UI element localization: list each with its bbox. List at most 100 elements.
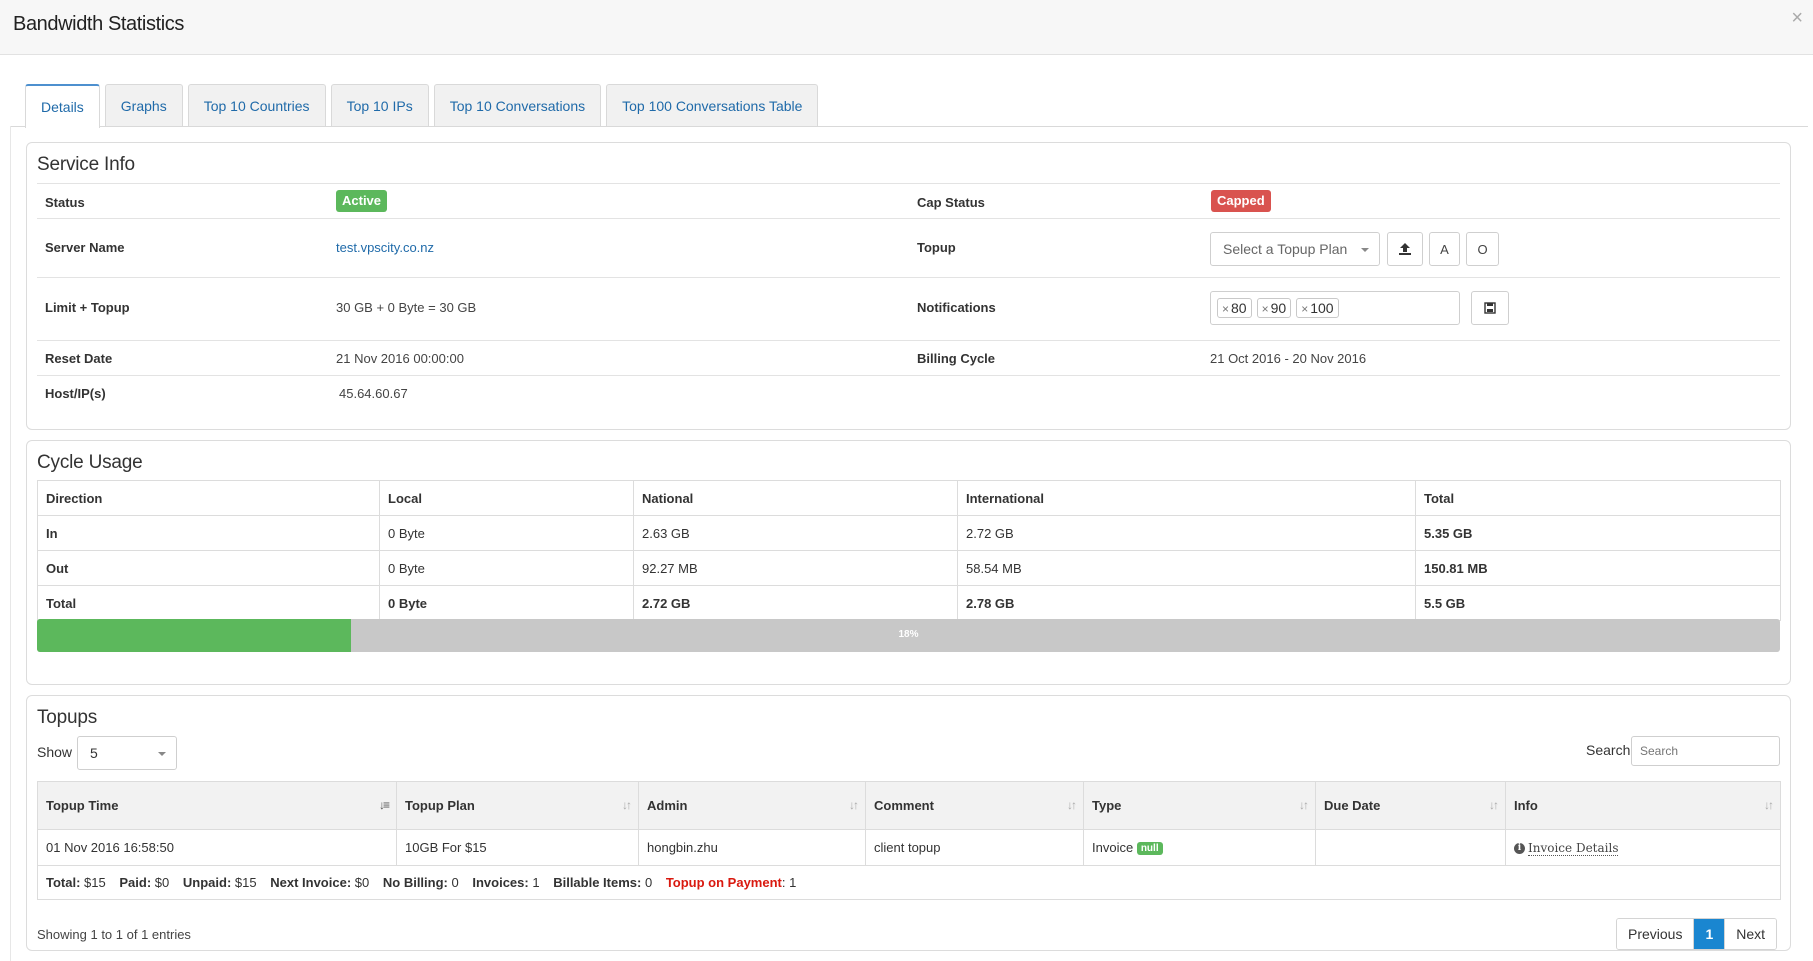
- topup-plan-select[interactable]: Select a Topup Plan: [1210, 232, 1380, 266]
- column-header-topup-plan[interactable]: Topup Plan ↓↑: [396, 781, 639, 830]
- modal-header: Bandwidth Statistics ×: [0, 0, 1813, 55]
- type-value: Invoice: [1092, 839, 1134, 855]
- notification-tag[interactable]: × 100: [1296, 298, 1339, 318]
- column-header-label: Info: [1514, 798, 1538, 813]
- info-row-host: Host/IP(s) 45.64.60.67: [37, 375, 1780, 401]
- tab-bar: Details Graphs Top 10 Countries Top 10 I…: [25, 84, 823, 128]
- usage-progress-bar: 18%: [37, 619, 1780, 652]
- billing-cycle-label: Billing Cycle: [917, 351, 996, 366]
- reset-date-value: 21 Nov 2016 00:00:00: [336, 351, 464, 366]
- summary-cell: Total: $15 Paid: $0 Unpaid: $15 Next Inv…: [37, 865, 1781, 900]
- table-cell: 0 Byte: [379, 550, 634, 586]
- search-label: Search:: [1586, 742, 1635, 758]
- cycle-usage-panel: Cycle Usage Direction Local National Int…: [26, 440, 1791, 685]
- topup-label: Topup: [917, 240, 956, 255]
- host-ip-label: Host/IP(s): [45, 386, 106, 401]
- column-header: Direction: [37, 480, 380, 516]
- notifications-input[interactable]: × 80 × 90 × 100: [1210, 291, 1460, 325]
- table-row: Out 0 Byte 92.27 MB 58.54 MB 150.81 MB: [37, 550, 1781, 586]
- summary-label: Paid:: [119, 875, 152, 890]
- column-header: Total: [1415, 480, 1781, 516]
- table-row: 01 Nov 2016 16:58:50 10GB For $15 hongbi…: [37, 829, 1781, 866]
- table-header-row: Topup Time ↓≡ Topup Plan ↓↑ Admin ↓↑ Commen…: [37, 781, 1781, 830]
- table-cell: 5.35 GB: [1415, 515, 1781, 551]
- type-badge: null: [1136, 842, 1163, 856]
- entries-info: Showing 1 to 1 of 1 entries: [37, 927, 191, 942]
- column-header-admin[interactable]: Admin ↓↑: [638, 781, 866, 830]
- column-header-topup-time[interactable]: Topup Time ↓≡: [37, 781, 397, 830]
- table-cell: i Invoice Details: [1505, 829, 1781, 866]
- tab-top-100-conversations-table[interactable]: Top 100 Conversations Table: [606, 84, 819, 127]
- summary-value: $0: [354, 875, 370, 890]
- info-row-reset: Reset Date 21 Nov 2016 00:00:00 Billing …: [37, 340, 1780, 366]
- table-summary-row: Total: $15 Paid: $0 Unpaid: $15 Next Inv…: [37, 865, 1781, 900]
- sort-desc-icon: ↓≡: [378, 798, 390, 812]
- column-header-label: Comment: [874, 798, 934, 813]
- close-icon[interactable]: ×: [1791, 7, 1803, 29]
- modal-title: Bandwidth Statistics: [13, 13, 184, 35]
- topup-upload-button[interactable]: [1387, 232, 1423, 266]
- table-cell: 2.78 GB: [957, 585, 1416, 621]
- column-header-label: Due Date: [1324, 798, 1381, 813]
- notification-tag-value: 80: [1231, 300, 1247, 316]
- info-row-server: Server Name test.vpscity.co.nz Topup Sel…: [37, 218, 1780, 266]
- column-header: International: [957, 480, 1416, 516]
- table-cell: 01 Nov 2016 16:58:50: [37, 829, 397, 866]
- page-1-button[interactable]: 1: [1694, 919, 1726, 949]
- info-icon: i: [1514, 843, 1525, 855]
- topup-o-button[interactable]: O: [1466, 232, 1499, 266]
- server-name-label: Server Name: [45, 240, 125, 255]
- summary-label: Next Invoice:: [270, 875, 352, 890]
- next-page-button[interactable]: Next: [1725, 919, 1777, 949]
- tab-top-10-conversations[interactable]: Top 10 Conversations: [433, 84, 602, 127]
- save-icon: [1484, 302, 1496, 314]
- billing-cycle-value: 21 Oct 2016 - 20 Nov 2016: [1210, 351, 1367, 366]
- sort-icon: ↓↑: [1067, 798, 1077, 812]
- tab-graphs[interactable]: Graphs: [104, 84, 183, 127]
- topups-table: Topup Time ↓≡ Topup Plan ↓↑ Admin ↓↑ Commen…: [37, 781, 1781, 900]
- cycle-usage-title: Cycle Usage: [37, 452, 143, 473]
- notification-tag[interactable]: × 80: [1217, 298, 1252, 318]
- server-name-link[interactable]: test.vpscity.co.nz: [336, 240, 435, 255]
- previous-page-button[interactable]: Previous: [1617, 919, 1695, 949]
- column-header-type[interactable]: Type ↓↑: [1083, 781, 1316, 830]
- upload-icon: [1399, 243, 1411, 255]
- remove-tag-icon[interactable]: ×: [1261, 302, 1269, 316]
- table-cell: [1315, 829, 1506, 866]
- page-size-select[interactable]: 5: [77, 736, 177, 770]
- column-header: National: [633, 480, 958, 516]
- tab-top-10-countries[interactable]: Top 10 Countries: [187, 84, 326, 127]
- notification-tag[interactable]: × 90: [1256, 298, 1292, 318]
- column-header-info[interactable]: Info ↓↑: [1505, 781, 1781, 830]
- topup-a-button[interactable]: A: [1429, 232, 1460, 266]
- table-cell: 2.63 GB: [633, 515, 958, 551]
- table-row: Total 0 Byte 2.72 GB 2.78 GB 5.5 GB: [37, 585, 1781, 621]
- column-header-label: Topup Time: [46, 798, 119, 813]
- tab-top-10-ips[interactable]: Top 10 IPs: [330, 84, 429, 127]
- invoice-details-link[interactable]: Invoice Details: [1528, 841, 1619, 856]
- column-header-due-date[interactable]: Due Date ↓↑: [1315, 781, 1506, 830]
- search-input[interactable]: [1631, 736, 1780, 766]
- summary-label-topup-on-payment: Topup on Payment: [665, 875, 782, 890]
- column-header-comment[interactable]: Comment ↓↑: [865, 781, 1084, 830]
- table-cell: Total: [37, 585, 380, 621]
- table-cell: 0 Byte: [379, 585, 634, 621]
- limit-topup-value: 30 GB + 0 Byte = 30 GB: [336, 300, 477, 315]
- tab-details[interactable]: Details: [25, 84, 100, 128]
- notification-tag-value: 90: [1270, 300, 1287, 316]
- remove-tag-icon[interactable]: ×: [1301, 302, 1309, 316]
- usage-progress-fill: [37, 619, 351, 652]
- sort-icon: ↓↑: [849, 798, 859, 812]
- topups-title: Topups: [37, 707, 98, 728]
- remove-tag-icon[interactable]: ×: [1222, 302, 1230, 316]
- table-cell: 150.81 MB: [1415, 550, 1781, 586]
- table-cell: 5.5 GB: [1415, 585, 1781, 621]
- summary-label: Total:: [46, 875, 81, 890]
- save-notifications-button[interactable]: [1471, 291, 1509, 325]
- pagination: Previous 1 Next: [1616, 918, 1778, 950]
- cycle-usage-table: Direction Local National International T…: [37, 480, 1781, 621]
- limit-topup-label: Limit + Topup: [45, 300, 130, 315]
- sort-icon: ↓↑: [1299, 798, 1309, 812]
- service-info-title: Service Info: [37, 154, 135, 175]
- summary-value: $0: [154, 875, 170, 890]
